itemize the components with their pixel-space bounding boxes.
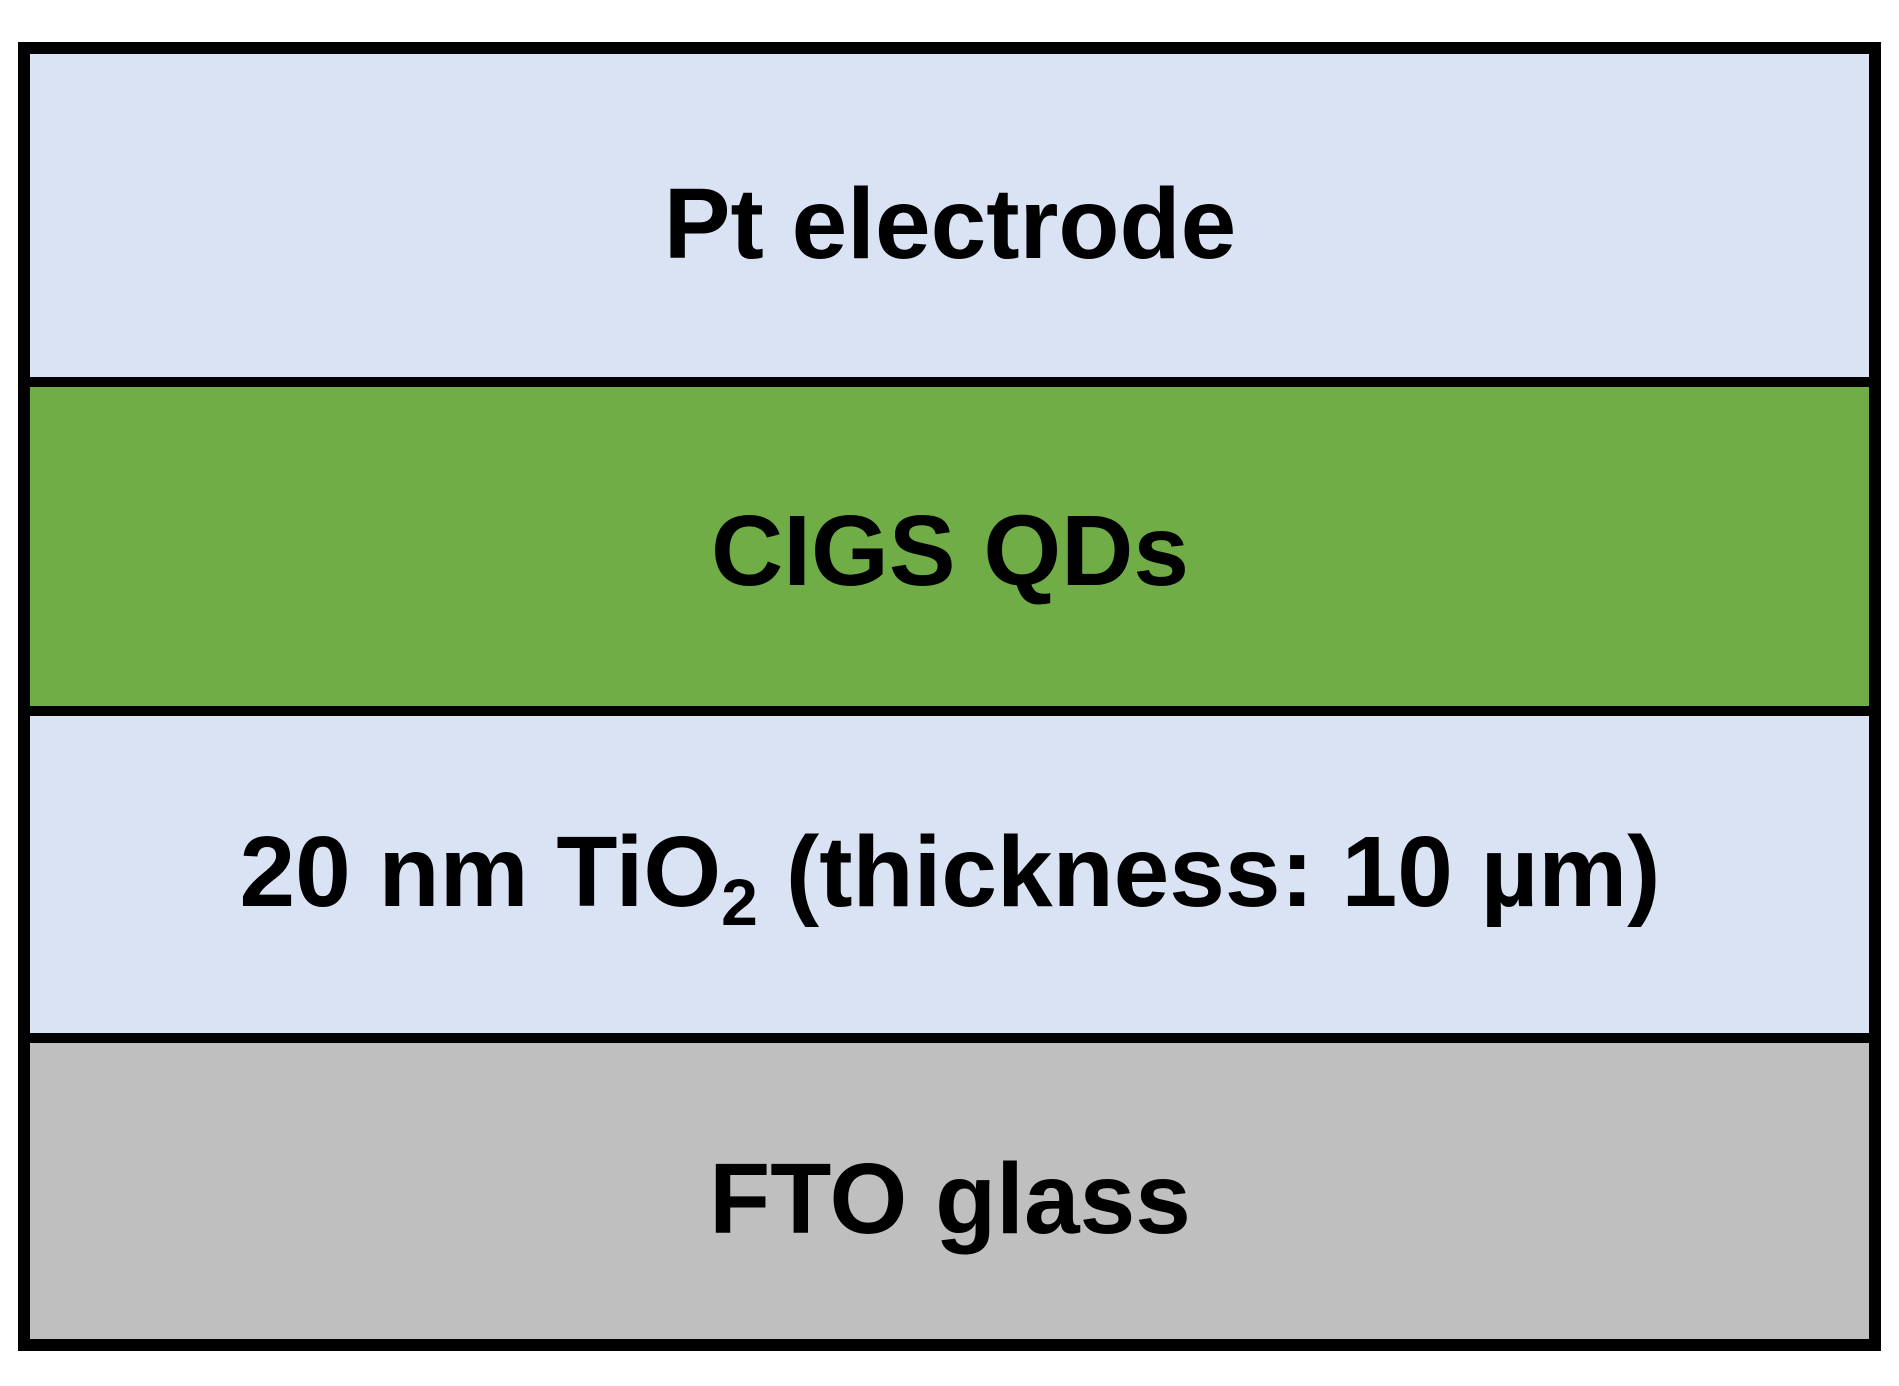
layer-label: Pt electrode	[664, 168, 1236, 280]
subscript: 2	[721, 865, 758, 939]
label-text: (thickness: 10 µm)	[786, 816, 1661, 928]
layer-label: CIGS QDs	[711, 495, 1189, 607]
label-text: 20 nm TiO	[240, 816, 722, 928]
layer-label: FTO glass	[709, 1143, 1191, 1255]
tio2-layer	[24, 714, 1875, 1035]
cigs-layer	[24, 385, 1875, 708]
fto-layer	[24, 1041, 1875, 1345]
pt-layer	[24, 48, 1875, 379]
layer-label: 20 nm TiO2 (thickness: 10 µm)	[240, 816, 1661, 939]
outer-border	[18, 42, 1881, 1351]
